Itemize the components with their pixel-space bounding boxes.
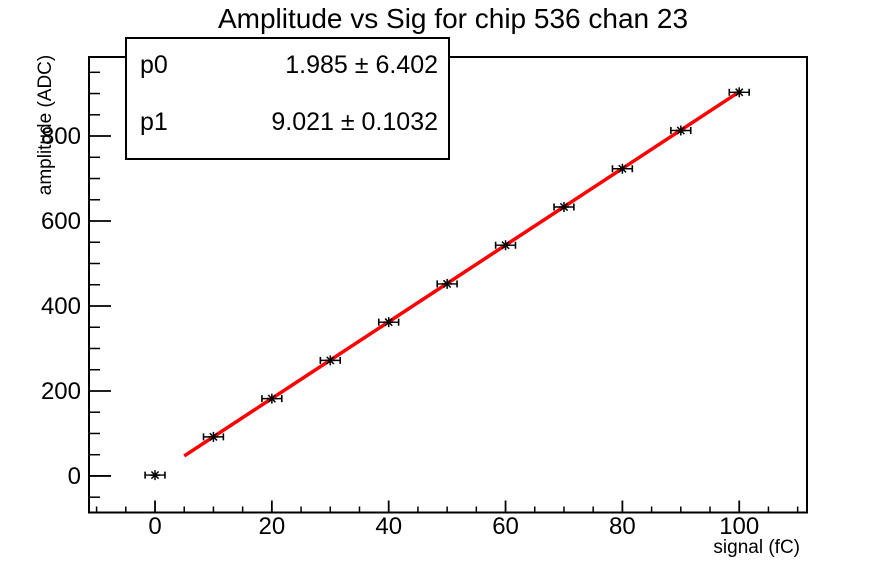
stats-param-value: 1.985 ± 6.402	[285, 50, 438, 79]
x-tick-label: 60	[492, 513, 519, 540]
x-tick-label: 40	[375, 513, 402, 540]
y-tick-label: 600	[41, 208, 81, 235]
stats-param-name: p0	[140, 50, 168, 79]
y-tick-label: 0	[68, 463, 81, 490]
data-point-marker	[326, 356, 335, 365]
data-point-marker	[618, 164, 627, 173]
stats-row-p1: p1 9.021 ± 0.1032	[140, 102, 438, 142]
x-tick-label: 100	[719, 513, 759, 540]
data-point-marker	[559, 202, 569, 212]
data-point-marker	[384, 318, 393, 327]
data-point-marker	[209, 432, 218, 441]
y-tick-label: 200	[41, 378, 81, 405]
stats-param-value: 9.021 ± 0.1032	[271, 107, 438, 136]
y-tick-label: 800	[41, 123, 81, 150]
stats-row-p0: p0 1.985 ± 6.402	[140, 45, 438, 85]
fit-stats-box: p0 1.985 ± 6.402 p1 9.021 ± 0.1032	[125, 37, 450, 160]
x-tick-label: 0	[148, 513, 161, 540]
data-point-marker	[676, 126, 685, 135]
x-tick-label: 20	[259, 513, 286, 540]
y-tick-label: 400	[41, 293, 81, 320]
data-point-marker	[735, 88, 744, 97]
x-axis-title: signal (fC)	[713, 537, 800, 558]
fit-line	[183, 90, 741, 458]
stats-param-name: p1	[140, 107, 168, 136]
y-axis-title: amplitude (ADC)	[35, 54, 56, 196]
x-tick-label: 80	[609, 513, 636, 540]
data-point-marker	[442, 279, 452, 289]
data-point-marker	[267, 394, 276, 403]
data-point-marker	[501, 241, 510, 250]
data-point-marker	[150, 470, 160, 480]
chart-title: Amplitude vs Sig for chip 536 chan 23	[217, 3, 689, 34]
